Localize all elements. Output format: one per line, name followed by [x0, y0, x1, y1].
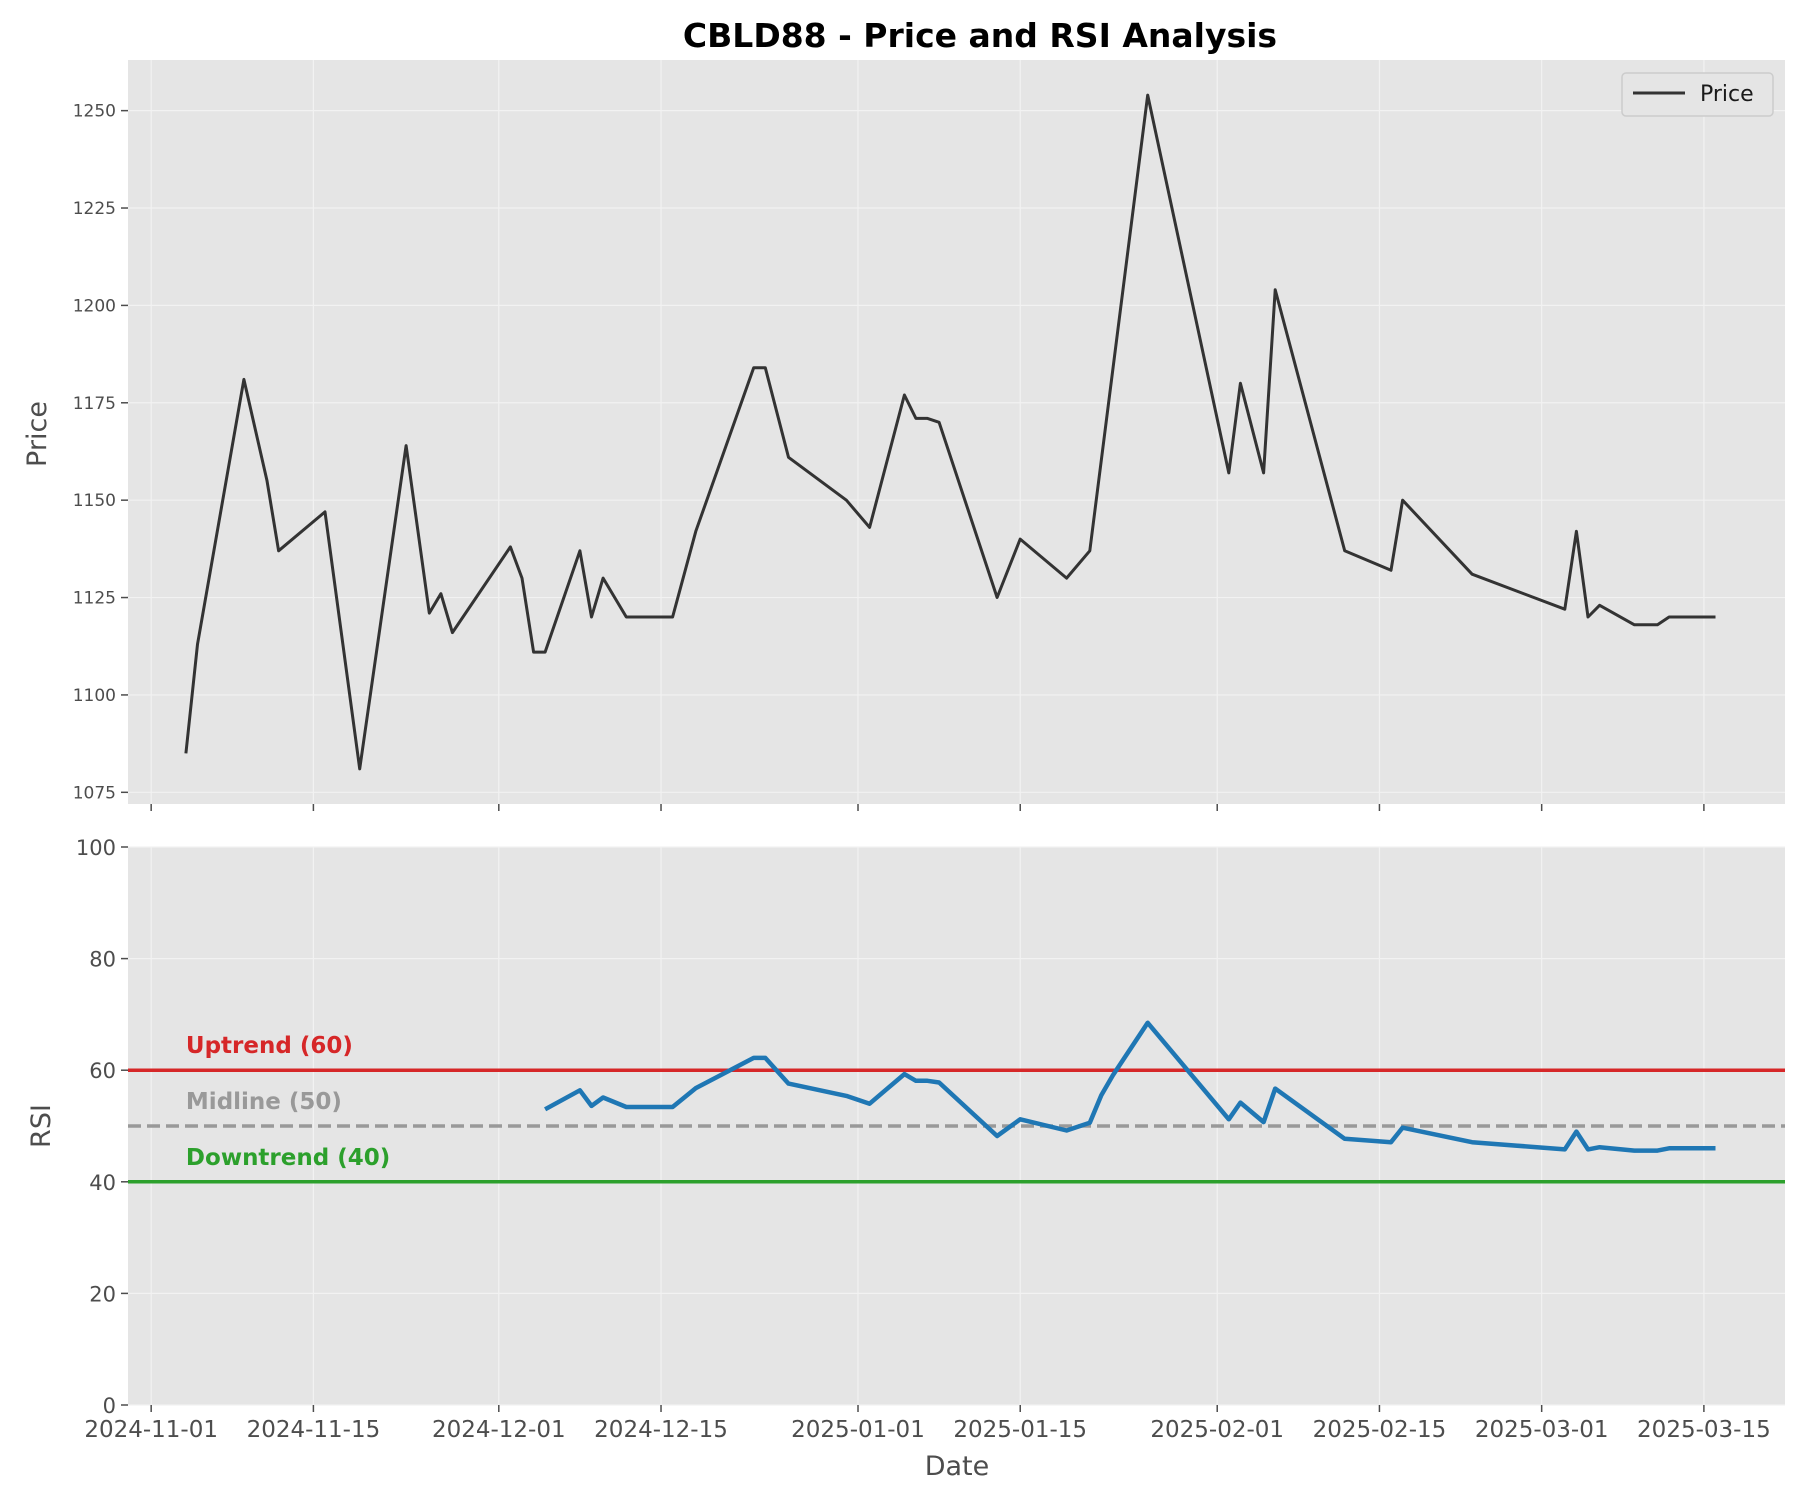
price-y-tick-label: 1250: [73, 102, 116, 122]
x-tick-label: 2024-11-15: [247, 1417, 381, 1443]
rsi-y-tick-label: 80: [89, 948, 116, 972]
x-tick-label: 2025-01-01: [791, 1417, 925, 1443]
price-plot-area: [128, 60, 1785, 804]
rsi-y-axis-label: RSI: [26, 1104, 57, 1148]
downtrend-label: Downtrend (40): [186, 1145, 390, 1171]
rsi-y-ticks: 0 20 40 60 80 100: [76, 836, 128, 1418]
legend-box: [1621, 72, 1774, 117]
price-y-tick-label: 1175: [73, 394, 116, 414]
price-y-tick-label: 1200: [73, 296, 116, 316]
x-tick-label: 2024-12-01: [432, 1417, 566, 1443]
rsi-panel: 0 20 40 60 80 100 2024-11-01 2024-11-15 2024-12…: [26, 836, 1785, 1482]
rsi-x-ticks: 2024-11-01 2024-11-15 2024-12-01 2024-12-15…: [84, 1405, 1771, 1443]
rsi-y-tick-label: 60: [89, 1059, 116, 1083]
x-axis-label: Date: [925, 1451, 990, 1482]
legend-label-price: Price: [1700, 82, 1754, 107]
price-x-ticks: [150, 804, 1705, 811]
price-y-ticks: 1075 1100 1125 1150 1175 1200 1225 1250: [73, 102, 128, 803]
rsi-y-tick-label: 20: [89, 1282, 116, 1306]
uptrend-label: Uptrend (60): [186, 1033, 353, 1059]
x-tick-label: 2025-02-01: [1150, 1417, 1284, 1443]
price-panel: 1075 1100 1125 1150 1175 1200 1225 1250 Price P…: [22, 60, 1785, 811]
price-y-tick-label: 1075: [73, 783, 116, 803]
rsi-y-tick-label: 40: [89, 1171, 116, 1195]
midline-label: Midline (50): [186, 1089, 342, 1115]
x-tick-label: 2024-12-15: [594, 1417, 728, 1443]
rsi-y-tick-label: 0: [103, 1394, 116, 1418]
price-y-axis-label: Price: [22, 401, 53, 467]
rsi-points: [545, 1022, 1716, 1151]
price-legend: Price: [1621, 72, 1774, 117]
x-tick-label: 2025-03-01: [1475, 1417, 1609, 1443]
price-y-tick-label: 1100: [73, 686, 116, 706]
price-y-tick-label: 1225: [73, 199, 116, 219]
price-y-tick-label: 1125: [73, 589, 116, 609]
price-points: [185, 94, 1716, 770]
x-tick-label: 2024-11-01: [84, 1417, 218, 1443]
price-y-tick-label: 1150: [73, 491, 116, 511]
x-tick-label: 2025-01-15: [953, 1417, 1087, 1443]
x-tick-label: 2025-02-15: [1313, 1417, 1447, 1443]
x-tick-label: 2025-03-15: [1637, 1417, 1771, 1443]
rsi-y-tick-label: 100: [76, 836, 116, 860]
price-grid: [128, 60, 1785, 804]
chart-title: CBLD88 - Price and RSI Analysis: [683, 16, 1277, 55]
